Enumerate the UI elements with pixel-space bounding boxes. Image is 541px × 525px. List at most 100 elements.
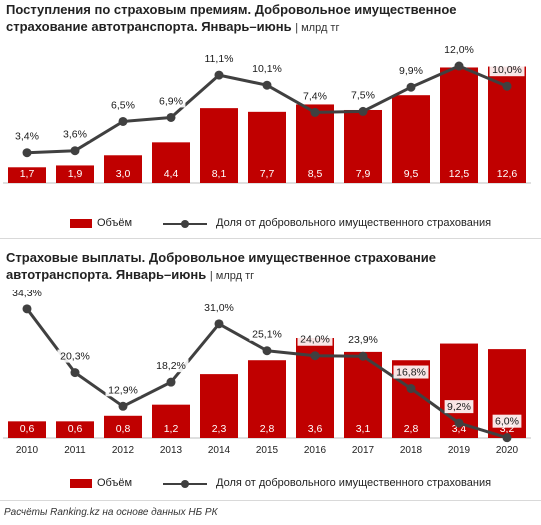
line-point: [214, 319, 224, 329]
line-label-bg: [441, 43, 477, 57]
bar-value-label: 8,1: [212, 168, 227, 180]
line-value-label: 34,3%: [12, 290, 42, 299]
line-point: [262, 346, 272, 356]
line-point: [118, 401, 128, 411]
line-point: [454, 418, 464, 428]
bar-value-label: 4,4: [164, 168, 179, 180]
line-value-label: 7,4%: [303, 90, 327, 102]
line-point: [166, 377, 176, 387]
line-label-bg: [444, 400, 474, 414]
bar: [248, 360, 286, 438]
line-point: [310, 351, 320, 361]
x-tick-label: 2015: [256, 445, 279, 456]
bar-value-label: 8,5: [308, 168, 323, 180]
line-label-bg: [12, 129, 42, 143]
x-tick-label: 2016: [304, 445, 327, 456]
legend-bar-swatch: [70, 219, 92, 228]
line-value-label: 3,6%: [63, 129, 87, 141]
chart2-plot: 0,6 2010 0,6 2011 0,8 2012 1,2 2013 2,3 2014 2,8 20…: [3, 290, 531, 456]
line-label-bg: [9, 290, 45, 299]
line-point: [22, 304, 32, 314]
line-label-bg: [297, 332, 333, 346]
chart2-unit: | млрд тг: [209, 270, 255, 282]
bar: [56, 165, 94, 183]
line-label-bg: [492, 414, 522, 428]
line-value-label: 6,9%: [159, 95, 183, 107]
line-label-bg: [348, 88, 378, 102]
x-tick-label: 2018: [400, 445, 423, 456]
bar: [440, 67, 478, 183]
separator: [0, 500, 541, 501]
chart1-unit: | млрд тг: [295, 22, 340, 34]
legend-line-marker: [181, 480, 189, 488]
legend-bar-label: Объём: [97, 477, 133, 489]
bar-value-label: 3,1: [356, 423, 371, 435]
bar: [152, 142, 190, 183]
line-point: [502, 433, 512, 443]
legend-bar-label: Объём: [97, 217, 133, 229]
line-label-bg: [108, 98, 138, 112]
line-label-bg: [156, 94, 186, 108]
legend-line-marker: [181, 220, 189, 228]
line-point: [22, 148, 32, 158]
line-value-label: 23,9%: [348, 334, 378, 346]
line-point: [454, 61, 464, 71]
bar: [152, 404, 190, 438]
line-label-bg: [393, 365, 429, 379]
line-label-bg: [489, 63, 525, 77]
line-point: [214, 70, 224, 80]
line-label-bg: [249, 62, 285, 76]
bar-value-label: 3,6: [308, 423, 323, 435]
chart1-title-text: Поступления по страховым премиям. Добров…: [6, 2, 457, 34]
line-point: [70, 368, 80, 378]
line-label-bg: [60, 127, 90, 141]
bar-value-label: 0,8: [116, 423, 131, 435]
bar-value-label: 12,6: [497, 168, 518, 180]
chart1-title: Поступления по страховым премиям. Добров…: [6, 1, 536, 37]
line-value-label: 7,5%: [351, 89, 375, 101]
line-point: [406, 384, 416, 394]
chart2-title-text: Страховые выплаты. Добровольное имуществ…: [6, 250, 436, 282]
bar-value-label: 0,6: [20, 423, 35, 435]
line-point: [310, 107, 320, 117]
line-point: [358, 106, 368, 116]
bar-value-label: 0,6: [68, 423, 83, 435]
x-tick-label: 2011: [64, 445, 86, 456]
bar: [200, 374, 238, 438]
bar-value-label: 7,7: [260, 168, 275, 180]
bar-value-label: 3,0: [116, 168, 131, 180]
line-value-label: 31,0%: [204, 302, 234, 314]
line-label-bg: [345, 333, 381, 347]
bar-value-label: 2,8: [260, 423, 275, 435]
line-label-bg: [201, 52, 237, 66]
bar-value-label: 7,9: [356, 168, 371, 180]
bar: [248, 111, 286, 183]
source-note: Расчёты Ranking.kz на основе данных НБ Р…: [4, 507, 218, 518]
legend-line-label: Доля от добровольного имущественного стр…: [216, 217, 492, 229]
chart1-plot: 1,720101,920113,020124,420138,120147,720…: [3, 43, 531, 184]
line-value-label: 24,0%: [300, 334, 330, 346]
x-tick-label: 2014: [208, 445, 231, 456]
line-value-label: 12,9%: [108, 384, 138, 396]
line-point: [358, 351, 368, 361]
x-tick-label: 2019: [448, 445, 471, 456]
line-value-label: 6,0%: [495, 416, 519, 428]
line-value-label: 12,0%: [444, 44, 474, 56]
bar-value-label: 12,5: [449, 168, 470, 180]
line-point: [262, 80, 272, 90]
line-label-bg: [396, 64, 426, 78]
line-label-bg: [105, 383, 141, 397]
bar: [56, 421, 94, 438]
line-label-bg: [153, 359, 189, 373]
line-value-label: 16,8%: [396, 367, 426, 379]
bar-value-label: 1,2: [164, 423, 179, 435]
line-value-label: 20,3%: [60, 351, 90, 363]
bar: [344, 109, 382, 183]
bar-value-label: 9,5: [404, 168, 419, 180]
x-tick-label: 2013: [160, 445, 183, 456]
bar-value-label: 2,3: [212, 423, 227, 435]
bar: [8, 167, 46, 183]
legend-bar-swatch: [70, 479, 92, 488]
separator: [0, 238, 541, 239]
line-value-label: 10,1%: [252, 63, 282, 75]
